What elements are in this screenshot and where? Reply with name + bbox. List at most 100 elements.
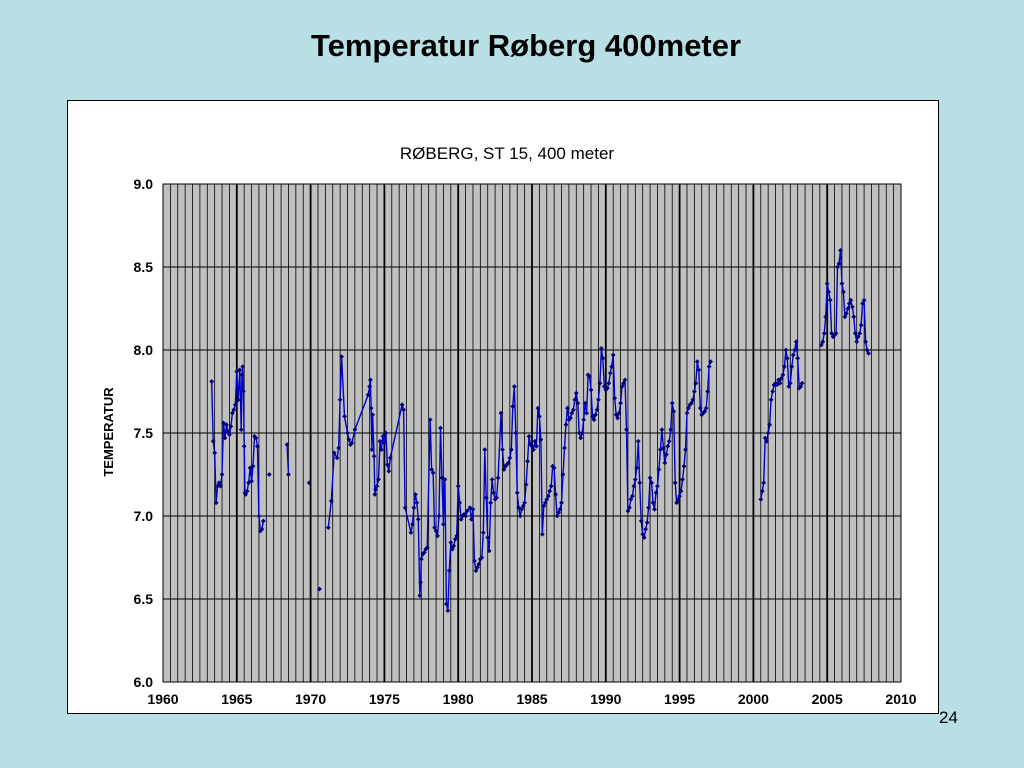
data-point [690,397,696,403]
data-point [536,414,542,419]
data-point [442,477,448,482]
data-point [238,427,244,433]
data-point [660,445,666,451]
data-point [224,422,229,428]
data-point [650,500,656,506]
data-point [216,480,222,486]
data-point [672,480,678,486]
data-point [401,407,406,413]
data-point [438,425,443,431]
horizontal-grid [163,266,901,600]
data-point [408,530,414,535]
data-point [861,297,867,303]
data-point [656,467,662,472]
data-point [367,377,373,383]
series-markers [209,248,871,614]
data-point [587,374,592,379]
data-point [793,339,799,345]
data-point [513,430,519,436]
data-point [706,364,712,369]
data-point [210,438,216,444]
data-point [693,380,699,386]
data-point [652,506,657,512]
data-point [677,493,682,499]
data-point [235,397,241,403]
data-point [488,500,494,506]
data-point [796,385,802,391]
data-point [402,505,408,511]
data-point [565,405,570,411]
data-point [435,533,440,539]
data-point [618,400,623,406]
data-point [573,390,579,396]
data-point [349,440,355,446]
data-point [843,311,849,316]
data-point [441,521,446,527]
data-point [372,492,378,497]
data-point [399,402,405,408]
data-point [567,415,573,421]
data-point [604,385,610,391]
y-tick-label: 7.5 [134,425,154,441]
data-point [582,400,588,406]
data-point [380,433,386,439]
data-point [632,477,638,482]
data-point [646,505,652,511]
data-point [591,417,597,423]
x-tick-labels: 1960 1965 1970 1975 1980 1985 1990 1995 2000 2005… [147,691,916,707]
x-tick-label: 1975 [369,691,400,707]
x-tick-label: 1980 [443,691,474,707]
data-point [244,488,250,494]
data-point [418,556,424,562]
data-point [256,513,262,519]
data-point [781,364,787,369]
data-point [576,430,582,436]
data-point [479,555,485,560]
data-point [507,455,513,461]
data-point [556,510,561,516]
data-point [588,387,594,393]
data-point [482,447,488,452]
data-point [790,352,796,358]
data-point [795,355,801,361]
data-point [532,438,538,444]
data-point [517,513,523,519]
data-point [593,412,598,418]
data-point [455,483,461,489]
data-point [249,478,254,484]
data-point [669,400,675,406]
data-point [286,472,291,477]
data-point [439,475,445,481]
data-point [784,355,790,361]
data-point [665,443,671,449]
data-point [255,443,260,449]
data-point [857,331,863,336]
data-point [339,354,344,360]
data-point [417,593,423,599]
data-point [824,281,830,286]
data-point [624,427,629,433]
data-point [578,435,584,441]
data-point [446,568,452,574]
data-point [666,438,672,444]
data-point [252,433,257,439]
x-tick-label: 2010 [885,691,916,707]
data-point [370,412,375,418]
data-point [547,488,553,494]
data-point [284,442,290,448]
data-point [260,518,266,524]
data-point [643,526,649,532]
data-point [485,535,491,540]
data-point [823,314,829,320]
data-point [498,410,504,416]
data-point [777,380,783,386]
data-point [427,417,433,423]
data-point [858,322,864,328]
y-tick-label: 8.5 [134,259,154,275]
data-point [616,410,622,416]
data-point [483,495,489,501]
data-point [635,438,641,444]
data-point [598,345,604,351]
data-point [387,455,393,461]
data-point [489,477,495,482]
